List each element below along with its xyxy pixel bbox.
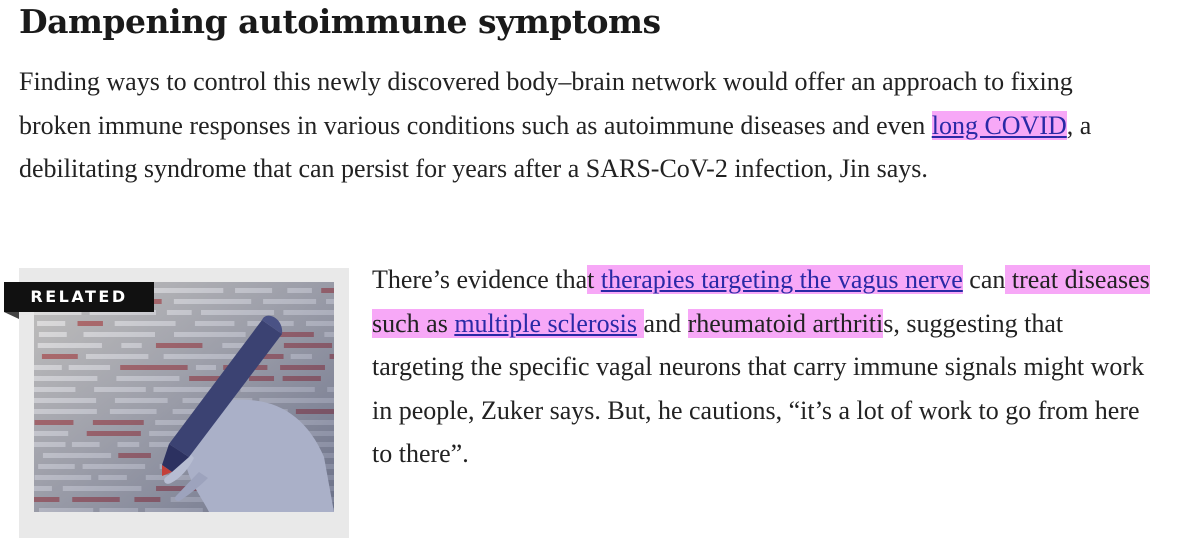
highlighted-text xyxy=(637,308,644,338)
paragraph-text: and xyxy=(643,308,688,338)
related-tag: RELATED xyxy=(4,282,154,312)
paragraph-text: Finding ways to control this newly disco… xyxy=(19,67,1073,140)
paragraph-2: There’s evidence that therapies targetin… xyxy=(372,258,1152,476)
tag-fold-decoration xyxy=(4,312,19,319)
related-article-image[interactable] xyxy=(34,282,334,512)
vagus-nerve-therapies-link[interactable]: therapies targeting the vagus nerve xyxy=(600,265,963,294)
marker-icon xyxy=(162,315,283,476)
paragraph-text: There’s evidence tha xyxy=(372,265,588,294)
long-covid-link[interactable]: long COVID xyxy=(931,110,1067,140)
paragraph-text: can xyxy=(962,265,1006,294)
highlighted-text: t xyxy=(587,265,601,294)
multiple-sclerosis-link[interactable]: multiple sclerosis xyxy=(454,308,638,338)
paragraph-1: Finding ways to control this newly disco… xyxy=(19,60,1139,191)
paragraph-text: , a debilitating syndrome that can persi… xyxy=(19,110,1092,184)
highlighted-text: rheumatoid arthriti xyxy=(687,308,884,338)
section-heading: Dampening autoimmune symptoms xyxy=(19,2,661,41)
paragraph-text: s, suggesting that targeting the specifi… xyxy=(372,308,1145,469)
